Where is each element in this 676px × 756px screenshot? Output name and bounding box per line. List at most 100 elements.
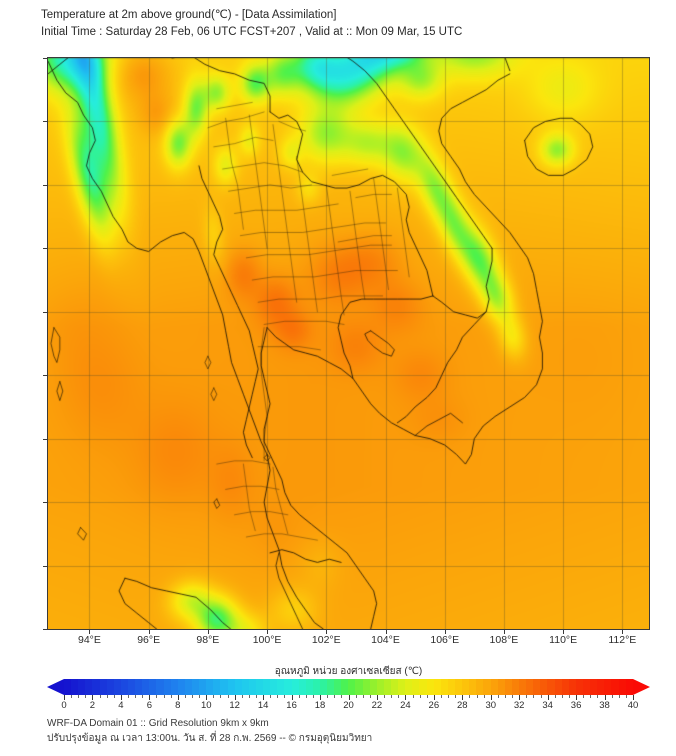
colorbar-tick	[469, 695, 471, 698]
colorbar-tick	[327, 695, 329, 698]
colorbar-tick	[113, 695, 115, 698]
colorbar-label: 28	[457, 700, 468, 711]
colorbar-tick	[220, 695, 222, 698]
colorbar-segment	[398, 679, 406, 695]
colorbar-segment	[305, 679, 313, 695]
colorbar-tick	[490, 695, 492, 700]
colorbar-tick	[362, 695, 364, 698]
colorbar-segment	[135, 679, 143, 695]
x-axis-label: 112°E	[608, 634, 637, 646]
colorbar-segment	[561, 679, 569, 695]
map-plot-area	[47, 57, 650, 630]
colorbar-tick	[120, 695, 122, 700]
x-axis-label: 104°E	[371, 634, 400, 646]
x-tick	[326, 630, 328, 634]
colorbar-tick	[440, 695, 442, 698]
colorbar-segment	[405, 679, 413, 695]
colorbar-segment	[462, 679, 470, 695]
y-tick	[43, 121, 47, 123]
colorbar-tick	[99, 695, 101, 698]
colorbar-segment	[568, 679, 576, 695]
colorbar-tick	[561, 695, 563, 698]
colorbar-segment	[540, 679, 548, 695]
colorbar-tick	[540, 695, 542, 698]
colorbar-tick	[583, 695, 585, 698]
footer-line-1: WRF-DA Domain 01 :: Grid Resolution 9km …	[47, 718, 269, 729]
colorbar-segment	[625, 679, 633, 695]
colorbar-tick	[597, 695, 599, 698]
colorbar-segment	[163, 679, 171, 695]
x-tick	[622, 630, 624, 634]
colorbar-tick	[128, 695, 129, 698]
title-line-2: Initial Time : Saturday 28 Feb, 06 UTC F…	[41, 26, 463, 38]
colorbar-segment	[71, 679, 79, 695]
colorbar-segment	[298, 679, 306, 695]
colorbar-segment	[85, 679, 93, 695]
colorbar-label: 0	[61, 700, 67, 711]
colorbar-tick	[633, 695, 634, 700]
colorbar-label: 16	[286, 700, 297, 711]
colorbar-tick	[106, 695, 108, 698]
x-tick	[385, 630, 387, 634]
colorbar-segment	[199, 679, 207, 695]
colorbar-tick	[533, 695, 535, 698]
colorbar-segment	[519, 679, 527, 695]
colorbar-segment	[383, 679, 392, 695]
x-tick	[444, 630, 446, 634]
colorbar-label: 20	[343, 700, 354, 711]
colorbar-row	[47, 679, 650, 695]
colorbar-segment	[504, 679, 512, 695]
colorbar-segment	[483, 679, 491, 695]
colorbar-segment	[142, 679, 150, 695]
x-axis-label: 96°E	[137, 634, 161, 646]
colorbar-segment	[391, 679, 399, 695]
colorbar-tick	[184, 695, 186, 698]
colorbar-tick	[376, 695, 378, 700]
colorbar-segment	[234, 679, 242, 695]
colorbar-segment	[511, 679, 519, 695]
colorbar-label: 4	[118, 700, 124, 711]
colorbar-tick	[256, 695, 258, 698]
colorbar-segment	[92, 679, 100, 695]
y-tick	[43, 375, 47, 377]
colorbar-tick	[177, 695, 179, 700]
colorbar-tick	[526, 695, 528, 698]
colorbar-segment	[376, 679, 384, 695]
colorbar-tick	[305, 695, 307, 698]
colorbar-title: อุณหภูมิ หน่วย องศาเซลเซียส (℃)	[274, 666, 423, 677]
colorbar-segment	[177, 679, 185, 695]
colorbar-segment	[440, 679, 448, 695]
colorbar-segment	[497, 679, 505, 695]
colorbar-over-arrow-icon	[633, 679, 650, 695]
colorbar-segment	[227, 679, 235, 695]
colorbar-tick	[426, 695, 428, 698]
colorbar-tick	[135, 695, 137, 698]
colorbar-segment	[213, 679, 221, 695]
colorbar-label: 36	[570, 700, 582, 711]
colorbar-segment	[312, 679, 320, 695]
colorbar-tick	[611, 695, 613, 698]
colorbar-segment	[99, 679, 107, 695]
colorbar-tick	[78, 695, 80, 698]
colorbar-segment	[582, 679, 591, 695]
colorbar-tick	[348, 695, 350, 700]
colorbar-segment	[64, 679, 72, 695]
y-tick	[43, 629, 47, 630]
colorbar-label: 30	[485, 700, 497, 711]
colorbar-tick	[483, 695, 485, 698]
colorbar-tick	[462, 695, 464, 700]
colorbar-tick	[568, 695, 570, 698]
colorbar-tick	[604, 695, 606, 700]
colorbar-segment	[206, 679, 214, 695]
colorbar-label: 40	[627, 700, 639, 711]
colorbar-segment	[547, 679, 555, 695]
colorbar-tick	[455, 695, 457, 698]
colorbar-segment	[191, 679, 200, 695]
colorbar-segment	[419, 679, 427, 695]
colorbar-tick	[519, 695, 521, 700]
colorbar-label: 18	[314, 700, 326, 711]
colorbar-tick	[391, 695, 393, 698]
colorbar-tick	[320, 695, 322, 700]
colorbar-segment	[106, 679, 114, 695]
colorbar-tick	[576, 695, 578, 700]
